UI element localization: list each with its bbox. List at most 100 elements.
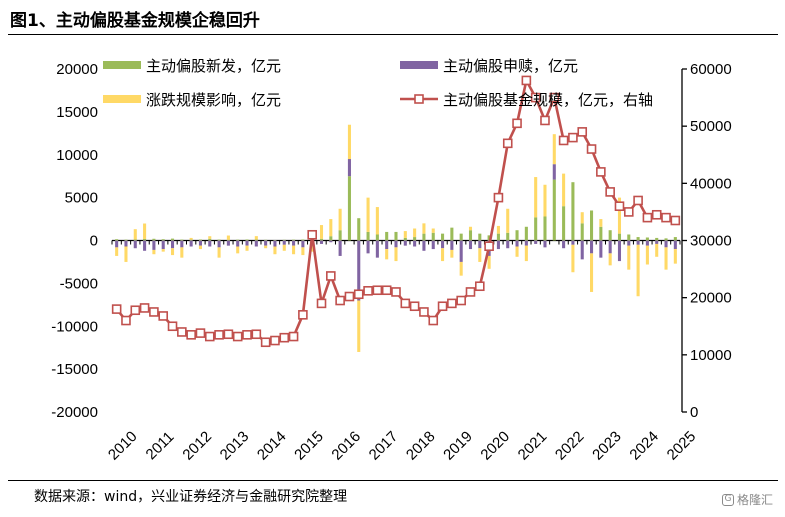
redemption-bar: [478, 240, 482, 249]
market-effect-bar: [133, 229, 137, 240]
legend-marker-swatch: [414, 94, 424, 104]
market-effect-bar: [319, 225, 324, 239]
source-divider: [8, 480, 778, 481]
redemption-bar: [226, 240, 230, 246]
new-issue-bar: [478, 233, 482, 241]
market-effect-bar: [562, 173, 566, 207]
new-issue-bar: [664, 238, 668, 241]
redemption-bar: [292, 240, 296, 246]
scale-line-layer: [111, 75, 681, 348]
new-issue-bar: [394, 231, 398, 241]
redemption-bar: [506, 240, 510, 249]
scale-line-marker: [344, 291, 355, 302]
new-issue-bar: [468, 230, 473, 241]
redemption-bar: [534, 240, 538, 244]
new-issue-bar: [515, 230, 519, 241]
right-axis-tick-label: 0: [690, 404, 698, 421]
market-effect-bar: [655, 243, 659, 257]
redemption-bar: [273, 240, 277, 247]
new-issue-bar: [282, 239, 286, 241]
right-axis-tick-label: 40000: [690, 175, 732, 192]
market-effect-bar: [254, 236, 258, 240]
scale-line-marker: [279, 332, 290, 343]
new-issue-bar: [636, 237, 640, 241]
market-effect-bar: [617, 197, 622, 234]
x-axis-tick-label: 2018: [403, 428, 439, 464]
market-effect-bar: [552, 134, 556, 165]
new-issue-bar: [226, 239, 230, 241]
legend-label-3: 涨跌规模影响，亿元: [146, 91, 281, 109]
new-issue-bar: [236, 239, 240, 241]
new-issue-bar: [413, 237, 417, 241]
right-axis-tick-label: 60000: [690, 61, 732, 78]
new-issue-bar: [645, 237, 649, 241]
market-effect-bar: [124, 246, 128, 262]
scale-line-marker: [456, 295, 466, 306]
scale-line-marker: [605, 187, 615, 197]
scale-line-marker: [381, 285, 392, 296]
redemption-bar: [115, 240, 119, 248]
scale-line-marker: [409, 301, 420, 312]
market-effect-bar: [282, 244, 286, 251]
right-axis-tick-label: 30000: [690, 233, 732, 250]
new-issue-bar: [133, 239, 137, 241]
x-axis-tick-label: 2020: [477, 428, 513, 464]
new-issue-bar: [329, 236, 333, 241]
scale-line-marker: [372, 285, 383, 296]
new-issue-bar: [319, 238, 324, 241]
scale-line-marker: [298, 310, 308, 320]
market-effect-bar: [236, 246, 240, 254]
market-effect-bar: [608, 253, 612, 266]
market-effect-bar: [180, 247, 184, 258]
redemption-bar: [664, 240, 668, 248]
scale-line-marker: [642, 212, 653, 223]
redemption-bar: [124, 240, 128, 247]
legend-swatch-3: [103, 95, 141, 103]
scale-line-marker: [158, 311, 169, 321]
scale-line-marker: [521, 75, 532, 86]
market-effect-bar: [301, 247, 305, 256]
scale-line-marker: [121, 315, 131, 326]
market-effect-bar: [115, 247, 119, 256]
market-effect-bar: [580, 212, 584, 224]
market-effect-bar: [264, 245, 268, 249]
redemption-bar: [143, 240, 147, 251]
redemption-bar: [562, 240, 566, 249]
market-effect-bar: [459, 261, 463, 276]
redemption-bar: [301, 240, 305, 248]
left-axis-tick-label: 20000: [56, 61, 98, 78]
scale-line-marker: [614, 201, 625, 211]
new-issue-bar: [552, 179, 556, 241]
market-effect-bar: [673, 249, 677, 264]
x-axis-tick-label: 2024: [626, 428, 662, 464]
scale-line-marker: [651, 209, 662, 220]
market-effect-bar: [590, 253, 594, 292]
new-issue-bar: [115, 239, 119, 241]
new-issue-bar: [217, 239, 221, 241]
new-issue-bar: [180, 239, 184, 241]
redemption-bar: [403, 240, 407, 246]
redemption-bar: [338, 240, 342, 256]
market-effect-bar: [338, 208, 342, 231]
new-issue-bar: [189, 239, 193, 241]
redemption-bar: [180, 240, 184, 248]
market-effect-bar: [524, 245, 528, 262]
redemption-bar: [590, 240, 594, 254]
market-effect-bar: [329, 219, 333, 237]
redemption-bar: [133, 240, 137, 249]
new-issue-bar: [375, 234, 379, 241]
market-effect-bar: [506, 208, 510, 233]
new-issue-bar: [292, 239, 296, 241]
scale-line-marker: [363, 286, 373, 296]
redemption-bar: [450, 240, 454, 250]
scale-line-marker: [549, 92, 560, 103]
market-effect-bar: [375, 207, 379, 235]
market-effect-bar: [515, 246, 519, 257]
x-axis-tick-label: 2013: [217, 428, 253, 464]
new-issue-bar: [264, 239, 268, 241]
market-effect-bar: [645, 245, 649, 265]
scale-line-marker: [391, 287, 401, 297]
market-effect-bar: [599, 219, 603, 227]
market-effect-bar: [627, 245, 631, 270]
scale-line-marker: [633, 195, 643, 206]
